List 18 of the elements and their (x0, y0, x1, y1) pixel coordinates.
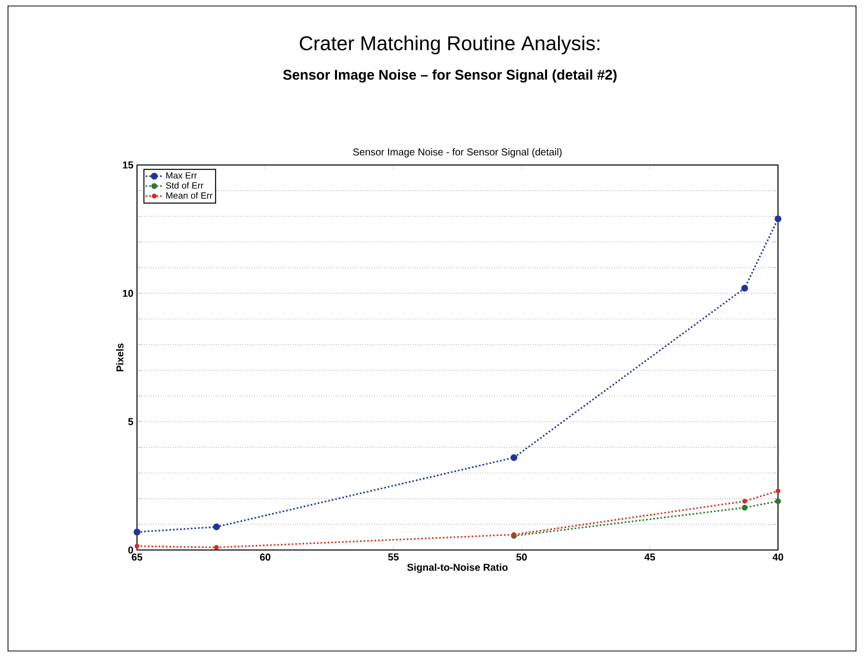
x-tick-label: 65 (132, 554, 142, 561)
legend-label: Std of Err (166, 182, 204, 189)
y-axis-title: Pixels (116, 343, 124, 372)
chart-title: Crater Matching Routine Analysis: (300, 36, 600, 54)
legend-label: Max Err (166, 172, 197, 179)
x-tick-label: 40 (772, 554, 784, 561)
x-tick-label: 60 (260, 554, 270, 561)
x-tick-label: 45 (644, 554, 656, 561)
x-axis-title: Signal-to-Noise Ratio (407, 563, 508, 573)
x-tick-label: 50 (516, 554, 527, 561)
chart-subtitle: Sensor Image Noise – for Sensor Signal (detail #2) (283, 69, 617, 83)
y-tick-label: 15 (122, 162, 134, 168)
y-tick-label: 5 (128, 418, 134, 426)
legend-label: Mean of Err (166, 192, 212, 199)
y-tick-label: 0 (128, 546, 134, 554)
text: Sensor Image Noise - for Sensor Signal (detail) (353, 148, 562, 158)
x-tick-label: 55 (388, 554, 399, 561)
y-tick-label: 10 (122, 290, 134, 297)
